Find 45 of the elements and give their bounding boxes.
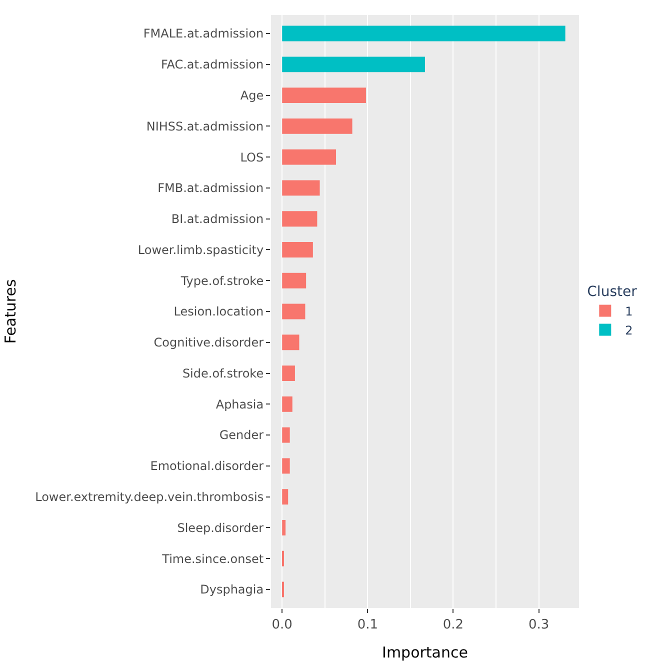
bar [282, 26, 566, 42]
y-tick-label: LOS [240, 150, 264, 164]
bar [282, 211, 318, 227]
bar [282, 396, 292, 412]
x-tick-label: 0.2 [442, 618, 464, 633]
bar [282, 242, 313, 258]
y-tick-label: NIHSS.at.admission [146, 119, 264, 134]
y-tick-label: Gender [219, 428, 264, 442]
y-tick-label: Cognitive.disorder [154, 336, 264, 350]
legend-label: 2 [625, 323, 633, 338]
bar [282, 149, 336, 165]
bar [282, 366, 295, 381]
y-axis-title: Features [1, 279, 20, 344]
y-tick-label: Sleep.disorder [177, 520, 264, 535]
y-tick-label: Lesion.location [174, 304, 264, 319]
bar [282, 334, 300, 350]
y-tick-label: Emotional.disorder [150, 459, 264, 474]
y-tick-label: Type.of.stroke [180, 274, 264, 288]
bar [282, 118, 352, 134]
bar [282, 304, 306, 320]
x-axis-title: Importance [382, 644, 468, 662]
x-tick-label: 0.0 [272, 618, 292, 633]
bar [282, 56, 425, 72]
y-tick-label: BI.at.admission [171, 212, 264, 226]
legend-title: Cluster [587, 284, 638, 300]
y-tick-label: Age [240, 88, 264, 102]
y-tick-label: Side.of.stroke [182, 366, 264, 380]
y-tick-label: Aphasia [216, 397, 264, 412]
bar [282, 180, 320, 196]
bar [282, 489, 288, 505]
x-tick-label: 0.1 [357, 618, 378, 633]
legend-label: 1 [625, 304, 633, 318]
y-tick-label: FMALE.at.admission [143, 26, 264, 41]
bar [282, 88, 366, 104]
bar [282, 520, 286, 536]
y-tick-label: FMB.at.admission [158, 181, 264, 196]
bar [282, 427, 290, 443]
y-tick-label: FAC.at.admission [160, 58, 264, 72]
bar [282, 272, 306, 288]
y-tick-label: Lower.extremity.deep.vein.thrombosis [35, 490, 264, 504]
x-tick-label: 0.3 [528, 618, 550, 633]
y-tick-label: Dysphagia [200, 582, 264, 597]
y-tick-label: Lower.limb.spasticity [138, 242, 264, 257]
y-tick-label: Time.since.onset [161, 552, 264, 566]
bar [282, 458, 290, 474]
